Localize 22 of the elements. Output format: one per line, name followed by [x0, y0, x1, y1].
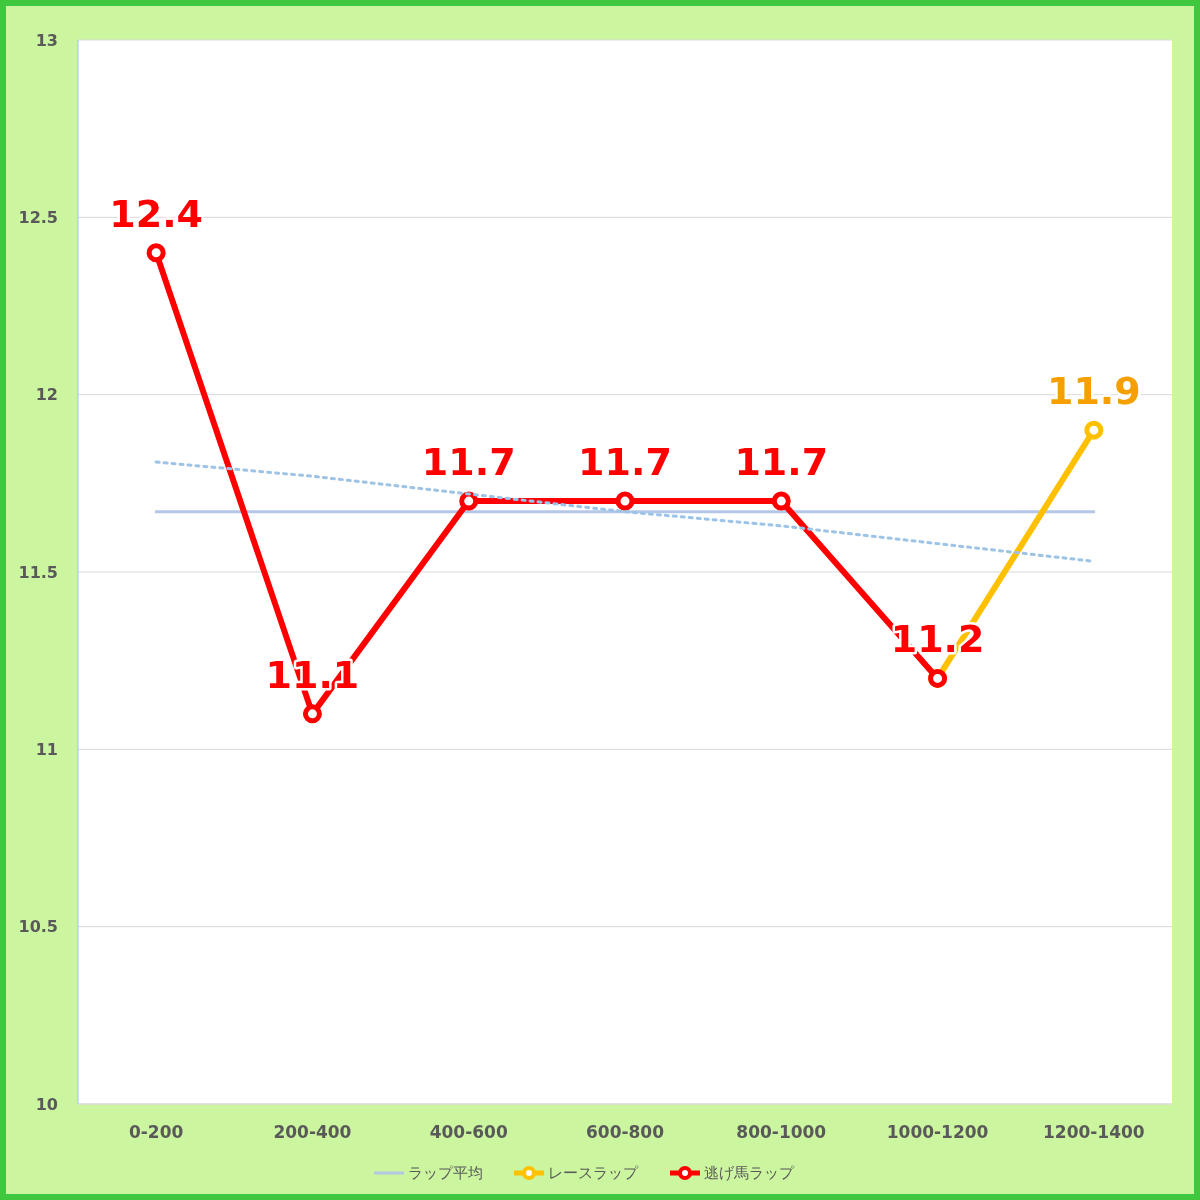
data-label: 12.4 [109, 191, 204, 236]
legend-label: レースラップ [548, 1164, 639, 1183]
y-tick-label: 13 [35, 30, 58, 50]
data-label: 11.7 [421, 440, 516, 485]
data-label: 11.7 [734, 440, 829, 485]
y-tick-label: 10 [35, 1094, 58, 1114]
y-tick-label: 12.5 [18, 207, 58, 227]
x-tick-label: 1000-1200 [886, 1122, 989, 1142]
data-label: 11.7 [578, 440, 672, 485]
legend-label: 逃げ馬ラップ [704, 1164, 795, 1183]
legend-label: ラップ平均 [408, 1164, 483, 1183]
x-tick-label: 200-400 [273, 1122, 352, 1142]
y-tick-label: 10.5 [18, 917, 58, 937]
x-tick-label: 0-200 [128, 1122, 184, 1142]
y-tick-label: 12 [35, 385, 58, 405]
x-tick-label: 400-600 [429, 1122, 508, 1142]
x-tick-label: 1200-1400 [1043, 1122, 1145, 1142]
x-tick-label: 800-1000 [736, 1122, 827, 1142]
y-tick-label: 11 [35, 739, 58, 759]
y-tick-label: 11.5 [18, 562, 58, 582]
x-tick-label: 600-800 [585, 1122, 665, 1142]
data-label: 11.9 [1046, 369, 1141, 414]
